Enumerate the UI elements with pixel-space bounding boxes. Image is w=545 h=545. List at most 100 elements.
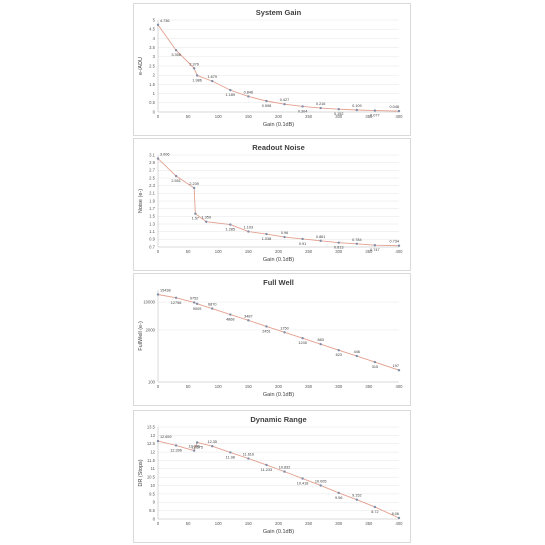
- data-point: [319, 342, 322, 346]
- x-tick-label: 350: [365, 114, 373, 119]
- data-label: 0.846: [244, 90, 254, 94]
- y-tick-label: 0: [153, 109, 156, 114]
- data-point: [195, 302, 199, 306]
- x-axis-label: Gain (0.1dB): [263, 392, 294, 398]
- x-tick-label: 200: [275, 249, 283, 254]
- y-tick-label: 13: [150, 433, 155, 438]
- data-point: [301, 105, 304, 108]
- data-label: 15438: [160, 288, 171, 292]
- y-axis-label: Noise (e-): [138, 189, 144, 213]
- data-label: 623: [336, 353, 342, 357]
- data-point: [174, 174, 178, 178]
- data-point: [229, 223, 232, 226]
- y-tick-label: 2.3: [149, 183, 155, 188]
- data-point: [283, 102, 286, 106]
- data-label: 1750: [280, 326, 288, 330]
- x-tick-label: 350: [365, 384, 373, 389]
- x-tick-label: 400: [396, 521, 404, 526]
- series-line: [157, 158, 400, 247]
- data-label: 2451: [262, 329, 270, 333]
- y-tick-label: 4: [153, 36, 156, 41]
- data-label: 0.861: [316, 235, 326, 239]
- data-label: 11.233: [261, 468, 272, 472]
- data-label: 2.239: [189, 182, 199, 186]
- data-point: [265, 325, 268, 328]
- x-tick-label: 300: [335, 249, 343, 254]
- data-label: 0.304: [298, 109, 308, 113]
- y-axis-label: e-/ADU: [138, 57, 144, 75]
- data-label: 11.616: [243, 453, 254, 457]
- y-tick-label: 2.9: [149, 160, 155, 165]
- x-tick-label: 0: [157, 114, 160, 119]
- system-gain-chart: System Gain 0 0.5 1 1.5 2 2.5 3 3.5 4 4.5 5 0 50 100 15…: [133, 3, 411, 136]
- x-tick-label: 400: [396, 384, 404, 389]
- data-point: [205, 220, 208, 223]
- y-tick-label: 9: [153, 500, 156, 505]
- data-point: [192, 449, 196, 452]
- x-tick-label: 150: [245, 249, 253, 254]
- data-point: [247, 457, 250, 460]
- data-point: [337, 349, 340, 352]
- readout-noise-plot: Readout Noise 0.7 0.9 1.1 1.3 1.5 1.7 1.9 2.1 2.3…: [138, 143, 403, 263]
- x-tick-label: 100: [215, 521, 223, 526]
- data-point: [355, 498, 359, 501]
- y-tick-label: 2.5: [149, 63, 155, 68]
- y-tick-label: 4.5: [149, 27, 155, 32]
- y-tick-label: 1.7: [149, 206, 155, 211]
- dynamic-range-chart: Dynamic Range 8 8.5 9 9.5 10 10.5 11 11.5 12 12.5 1…: [133, 410, 411, 543]
- data-label: 0.427: [280, 98, 290, 102]
- x-tick-label: 400: [396, 114, 404, 119]
- x-tick-label: 150: [245, 114, 253, 119]
- data-label: 4.736: [160, 19, 170, 23]
- data-label: 12.396: [170, 448, 182, 452]
- x-tick-label: 0: [157, 384, 160, 389]
- data-label: 0.048: [389, 105, 399, 109]
- data-label: 315: [372, 365, 378, 369]
- y-axis-label: FullWell (e-): [138, 321, 144, 351]
- data-point: [373, 243, 377, 247]
- data-point: [265, 232, 268, 236]
- y-tick-label: 13.5: [147, 424, 156, 429]
- y-tick-label: 10: [150, 483, 155, 488]
- data-point: [319, 484, 322, 487]
- x-tick-label: 100: [215, 114, 223, 119]
- series-line: [157, 440, 400, 519]
- x-tick-label: 200: [275, 384, 283, 389]
- x-tick-label: 100: [215, 384, 223, 389]
- chart-title: Dynamic Range: [250, 415, 306, 424]
- x-tick-label: 50: [186, 521, 191, 526]
- data-label: 1.285: [226, 228, 236, 232]
- data-point: [247, 230, 250, 233]
- x-tick-label: 250: [305, 521, 313, 526]
- y-tick-label: 5: [153, 17, 156, 22]
- data-point: [211, 79, 214, 83]
- data-point: [265, 463, 268, 467]
- data-label: 9.56: [335, 496, 342, 500]
- x-axis-label: Gain (0.1dB): [263, 122, 294, 128]
- data-point: [397, 516, 401, 520]
- x-tick-label: 350: [365, 521, 373, 526]
- data-label: 12.35: [207, 440, 217, 444]
- data-label: 11.98: [226, 455, 235, 459]
- y-tick-label: 1.1: [149, 229, 155, 234]
- y-tick-label: 8.5: [149, 508, 155, 513]
- data-point: [301, 237, 304, 241]
- data-point: [156, 157, 160, 160]
- data-label: 0.96: [281, 231, 288, 235]
- x-axis-label: Gain (0.1dB): [263, 257, 294, 263]
- data-label: 0.813: [334, 246, 344, 250]
- x-tick-label: 50: [186, 384, 191, 389]
- data-point: [337, 241, 340, 244]
- data-label: 1.103: [244, 226, 254, 230]
- x-tick-label: 150: [245, 384, 253, 389]
- data-label: 0.598: [262, 104, 272, 108]
- data-label: 12756: [171, 301, 182, 305]
- data-label: 12.575: [191, 445, 203, 449]
- data-label: 1.986: [192, 78, 202, 82]
- data-point: [373, 109, 377, 112]
- data-label: 1.189: [226, 93, 236, 97]
- data-label: 3487: [244, 314, 252, 318]
- data-point: [194, 212, 197, 215]
- data-point: [229, 313, 232, 316]
